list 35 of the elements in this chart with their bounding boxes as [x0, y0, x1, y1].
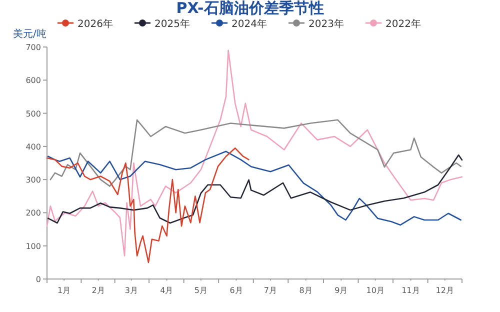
legend-label: 2024年 [232, 18, 267, 30]
legend-label: 2026年 [78, 18, 113, 30]
y-tick-label: 400 [26, 142, 41, 152]
y-tick-label: 600 [26, 76, 41, 86]
x-tick-label: 7月 [264, 286, 278, 295]
x-tick-label: 5月 [194, 286, 208, 295]
legend-label: 2023年 [308, 18, 344, 30]
line-series [46, 50, 463, 256]
legend-item: 2022年 [366, 19, 421, 30]
y-tick-label: 0 [36, 275, 41, 284]
x-tick-label: 2月 [92, 286, 105, 295]
y-tick-label: 100 [26, 242, 41, 251]
line-series [46, 147, 250, 264]
x-tick-label: 11月 [402, 286, 420, 295]
x-tick-label: 3月 [124, 286, 138, 295]
legend-label: 2022年 [386, 18, 421, 30]
x-tick-label: 1月 [58, 286, 71, 295]
chart-title: PX-石脑油价差季节性 [176, 0, 324, 17]
y-tick-label: 300 [26, 176, 41, 185]
legend-item: 2026年 [58, 19, 113, 30]
line-series [50, 119, 462, 187]
legend-item: 2023年 [288, 19, 344, 30]
legend-item: 2025年 [134, 19, 190, 30]
x-tick-label: 9月 [334, 286, 348, 295]
y-tick-label: 200 [26, 208, 41, 218]
x-tick-label: 8月 [299, 286, 312, 295]
legend-item: 2024年 [212, 19, 267, 30]
y-axis-title: 美元/吨 [13, 28, 46, 40]
x-tick-label: 10月 [366, 286, 384, 295]
x-tick-label: 12月 [436, 286, 454, 295]
x-tick-label: 4月 [160, 286, 174, 295]
y-tick-label: 500 [26, 109, 41, 118]
x-tick-label: 6月 [230, 286, 243, 295]
legend-label: 2025年 [154, 18, 190, 30]
y-tick-label: 700 [26, 43, 41, 52]
